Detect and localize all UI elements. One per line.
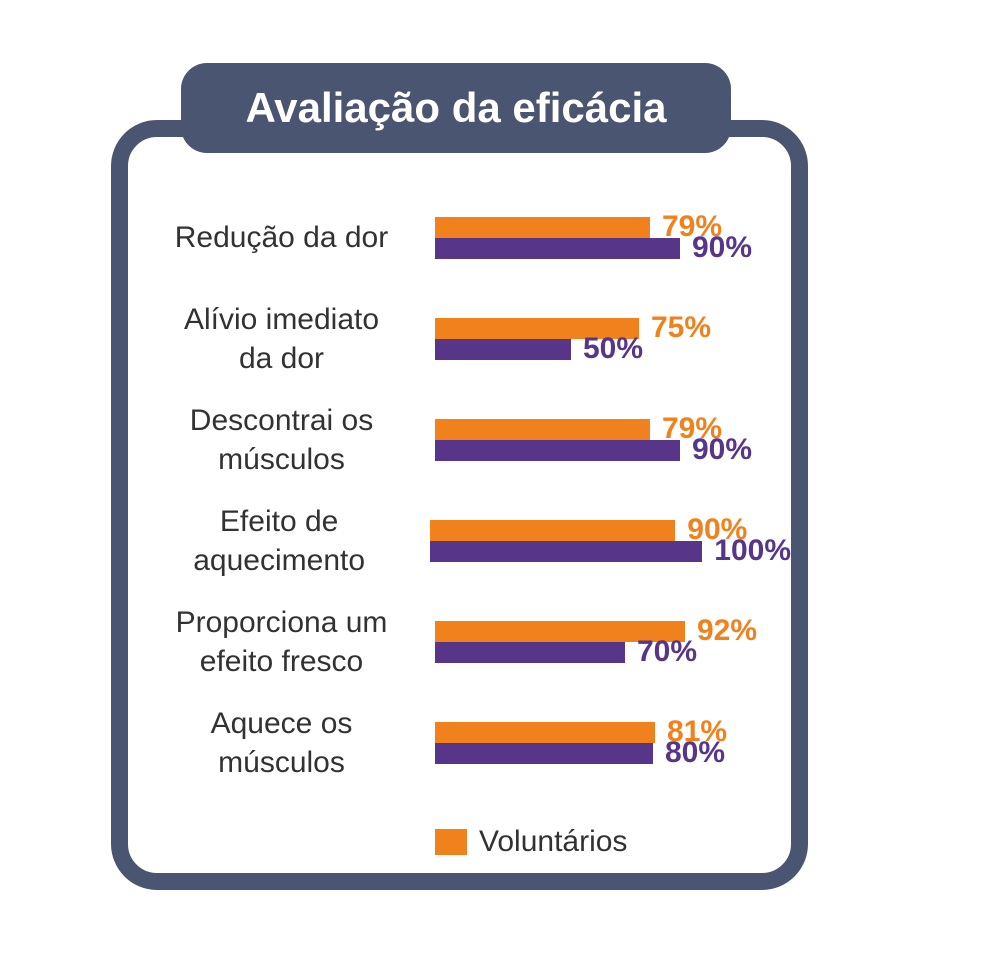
category-label: Proporciona um efeito fresco xyxy=(175,605,388,678)
category-label: Aquece os músculos xyxy=(210,706,353,779)
voluntarios-bar xyxy=(435,620,685,642)
comparison-bar xyxy=(435,641,625,663)
category-label: Descontrai os músculos xyxy=(189,403,374,476)
category-label: Redução da dor xyxy=(174,221,389,254)
bar-group: 79% 90% xyxy=(435,210,752,264)
chart-row: Redução da dor 79% 90% xyxy=(128,187,791,288)
chart-area: Redução da dor 79% 90% Alívio imediato d… xyxy=(128,137,791,859)
comparison-bar xyxy=(435,338,571,360)
voluntarios-bar xyxy=(430,519,676,541)
title-banner: Avaliação da eficácia xyxy=(181,63,731,153)
comparison-bar xyxy=(435,439,680,461)
voluntarios-bar xyxy=(435,418,650,440)
comparison-value-label: 80% xyxy=(665,736,726,769)
comparison-bar xyxy=(430,540,703,562)
chart-row: Efeito de aquecimento 90% 100% xyxy=(128,490,791,591)
category-label: Alívio imediato da dor xyxy=(183,302,380,375)
comparison-value-label: 90% xyxy=(692,433,753,466)
bar-group: 90% 100% xyxy=(430,513,791,567)
bar-group: 81% 80% xyxy=(435,715,727,769)
comparison-value-label: 70% xyxy=(637,635,698,668)
legend-label: Voluntários xyxy=(479,825,628,858)
category-label: Efeito de aquecimento xyxy=(193,504,366,577)
chart-row: Aquece os músculos 81% 80% xyxy=(128,692,791,793)
voluntarios-value-label: 81% xyxy=(667,715,728,748)
bar-group: 75% 50% xyxy=(435,311,711,365)
legend-swatch-voluntarios xyxy=(435,829,467,855)
voluntarios-bar xyxy=(435,721,655,743)
voluntarios-bar xyxy=(435,317,639,339)
chart-row: Descontrai os músculos 79% 90% xyxy=(128,389,791,490)
legend: Voluntários xyxy=(435,825,791,859)
bar-group: 92% 70% xyxy=(435,614,757,668)
chart-row: Alívio imediato da dor 75% 50% xyxy=(128,288,791,389)
bar-group: 79% 90% xyxy=(435,412,752,466)
voluntarios-value-label: 75% xyxy=(651,311,712,344)
chart-title: Avaliação da eficácia xyxy=(245,84,667,131)
comparison-value-label: 100% xyxy=(714,534,791,567)
comparison-value-label: 50% xyxy=(583,332,644,365)
voluntarios-bar xyxy=(435,216,650,238)
comparison-bar xyxy=(435,742,653,764)
comparison-value-label: 90% xyxy=(692,231,753,264)
voluntarios-value-label: 92% xyxy=(697,614,758,647)
chart-row: Proporciona um efeito fresco 92% 70% xyxy=(128,591,791,692)
comparison-bar xyxy=(435,237,680,259)
